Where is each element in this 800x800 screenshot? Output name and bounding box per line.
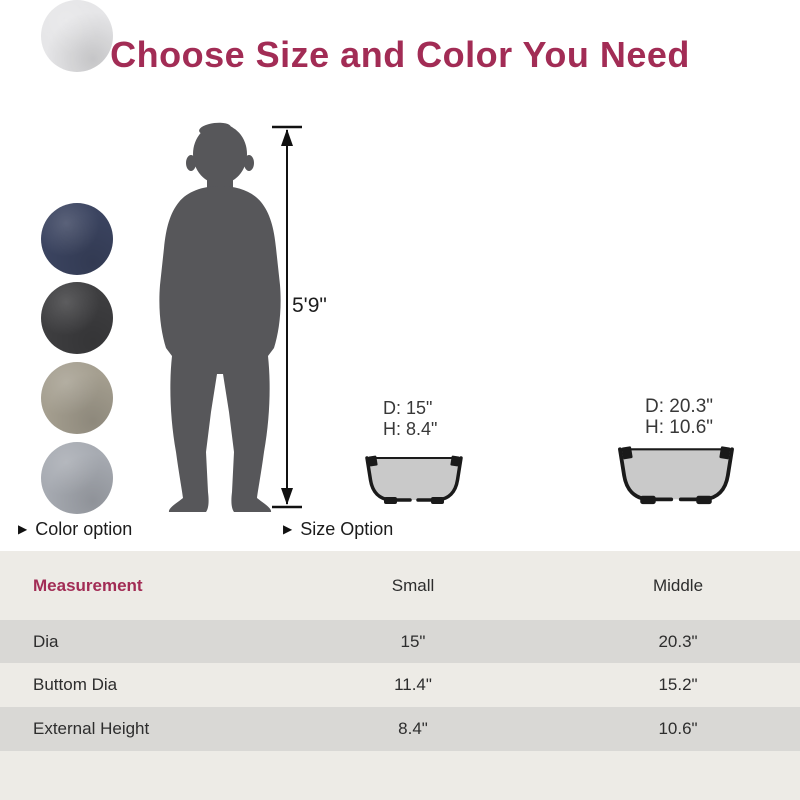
height-measure-arrow-icon (272, 125, 302, 509)
color-swatch-navy-blue-icon (41, 203, 113, 275)
row-value-small: 15" (400, 631, 426, 651)
table-row: Dia 15" 20.3" (0, 620, 800, 663)
row-value-middle: 15.2" (658, 675, 698, 694)
color-swatch-light-gray-icon (41, 442, 113, 514)
page-title: Choose Size and Color You Need (110, 34, 690, 75)
header-measurement: Measurement (33, 575, 143, 595)
middle-pot-dimensions-label: D: 20.3" H: 10.6" (645, 396, 714, 438)
header-small: Small (391, 575, 435, 595)
row-label: Dia (33, 631, 59, 651)
row-value-small: 8.4" (398, 719, 428, 738)
person-height-label: 5'9" (292, 294, 327, 317)
table-row: External Height 8.4" 10.6" (0, 707, 800, 751)
triangle-marker-icon: ▶ (18, 522, 28, 536)
man-silhouette-icon (159, 122, 281, 512)
row-value-middle: 10.6" (658, 719, 698, 738)
size-option-label: ▶ Size Option (283, 519, 394, 539)
row-value-middle: 20.3" (658, 631, 698, 651)
row-label: External Height (33, 719, 150, 738)
measurement-table: Measurement Small Middle Dia 15" 20.3" B… (0, 551, 800, 800)
row-value-small: 11.4" (394, 675, 432, 694)
table-row: Buttom Dia 11.4" 15.2" (0, 663, 800, 707)
small-pot-dimensions-label: D: 15" H: 8.4" (383, 398, 438, 439)
color-swatch-beige-icon (41, 362, 113, 434)
color-swatch-charcoal-icon (41, 282, 113, 354)
color-swatch-off-white-icon (41, 0, 113, 72)
header-middle: Middle (652, 575, 704, 595)
color-option-label: ▶ Color option (18, 519, 133, 539)
triangle-marker-icon: ▶ (283, 522, 293, 536)
table-header-row: Measurement Small Middle (0, 551, 800, 620)
middle-pot-icon (618, 446, 734, 505)
row-label: Buttom Dia (33, 675, 118, 694)
small-pot-icon (365, 455, 463, 504)
